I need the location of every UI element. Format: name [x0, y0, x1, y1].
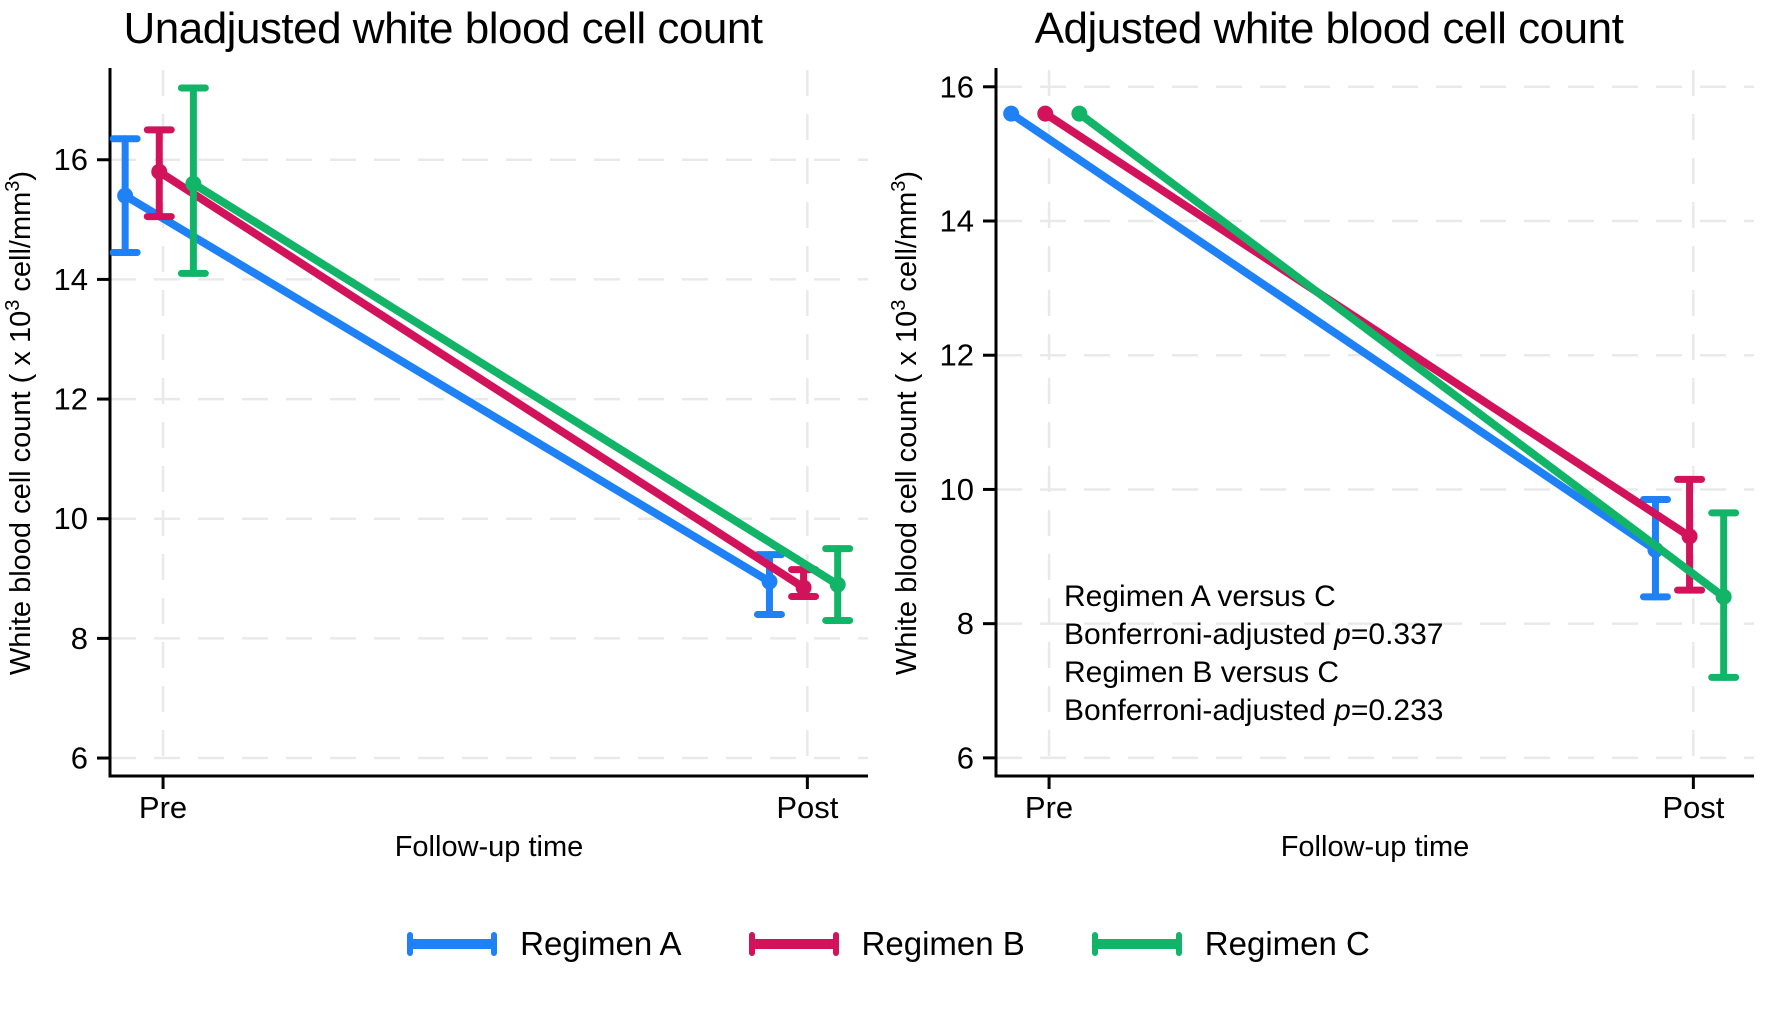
svg-text:14: 14 [54, 262, 88, 297]
svg-text:10: 10 [940, 472, 974, 507]
svg-text:Regimen B versus C: Regimen B versus C [1064, 656, 1339, 689]
legend-line-icon [748, 932, 839, 956]
svg-text:8: 8 [957, 606, 974, 641]
legend-line-icon [1091, 932, 1182, 956]
legend-line-icon [407, 932, 498, 956]
svg-text:14: 14 [940, 203, 974, 238]
svg-text:Regimen A versus C: Regimen A versus C [1064, 580, 1336, 613]
tick-labels: 6 8 10 12 14 16 Pre Post [940, 69, 1725, 825]
y-axis-label: White blood cell count ( x 103 cell/mm3) [2, 171, 37, 675]
svg-text:12: 12 [54, 382, 88, 417]
series-regimen-c [1071, 105, 1740, 681]
unadjusted-chart: 6 8 10 12 14 16 Pre Post Follow-up time White blo… [2, 68, 868, 863]
adjusted-chart: 6 8 10 12 14 16 Pre Post Follow-up time White blo… [888, 68, 1754, 863]
legend-item-regimen-c: Regimen C [1087, 925, 1370, 963]
svg-text:Bonferroni-adjusted p=0.337: Bonferroni-adjusted p=0.337 [1064, 618, 1443, 651]
legend: Regimen A Regimen B Regimen C [0, 925, 1772, 963]
annotation: Regimen A versus C Bonferroni-adjusted p=… [1064, 580, 1443, 727]
series-regimen-a [1003, 105, 1671, 601]
svg-text:8: 8 [71, 621, 88, 656]
legend-item-regimen-a: Regimen A [402, 925, 682, 963]
x-axis-label: Follow-up time [1281, 831, 1470, 863]
series-regimen-c [177, 84, 854, 624]
chart-title-adjusted: Adjusted white blood cell count [1034, 4, 1624, 53]
svg-text:16: 16 [940, 69, 974, 104]
axes [983, 68, 1754, 789]
gridlines [996, 70, 1754, 776]
svg-text:Post: Post [776, 790, 838, 825]
panel-unadjusted: Unadjusted white blood cell count 6 8 10 12… [0, 0, 886, 863]
gridlines [110, 70, 868, 776]
x-axis-label: Follow-up time [395, 831, 584, 863]
y-axis-label: White blood cell count ( x 103 cell/mm3) [888, 171, 923, 675]
series-regimen-b [143, 126, 820, 601]
legend-label: Regimen B [861, 925, 1025, 962]
svg-text:Pre: Pre [1025, 790, 1073, 825]
svg-text:10: 10 [54, 501, 88, 536]
legend-item-regimen-b: Regimen B [744, 925, 1025, 963]
svg-text:Bonferroni-adjusted p=0.233: Bonferroni-adjusted p=0.233 [1064, 694, 1443, 727]
series-regimen-a [109, 135, 785, 618]
chart-title-unadjusted: Unadjusted white blood cell count [123, 4, 763, 53]
svg-text:Post: Post [1662, 790, 1724, 825]
axes [97, 68, 868, 789]
panel-adjusted: Adjusted white blood cell count 6 8 10 12 14… [886, 0, 1772, 863]
chart-panels: Unadjusted white blood cell count 6 8 10 12… [0, 0, 1772, 863]
legend-label: Regimen C [1204, 925, 1370, 962]
svg-text:12: 12 [940, 338, 974, 373]
svg-text:6: 6 [71, 741, 88, 776]
svg-text:16: 16 [54, 142, 88, 177]
svg-text:Pre: Pre [139, 790, 187, 825]
svg-text:6: 6 [957, 740, 974, 775]
legend-label: Regimen A [520, 925, 682, 962]
tick-labels: 6 8 10 12 14 16 Pre Post [54, 142, 839, 825]
